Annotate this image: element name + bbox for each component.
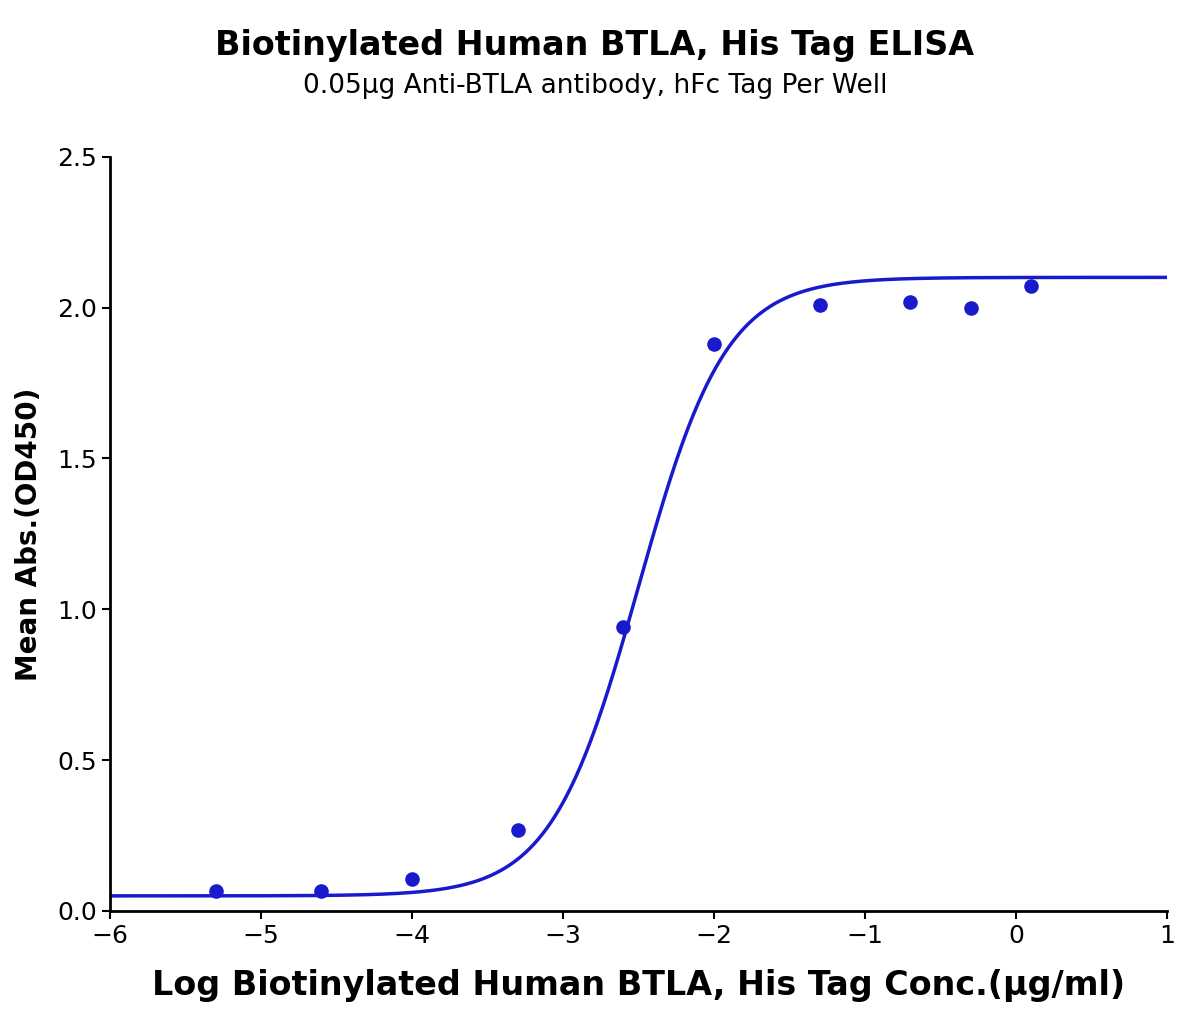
Point xyxy=(901,293,920,309)
Point xyxy=(614,619,633,636)
Point xyxy=(962,299,981,315)
Point xyxy=(810,296,829,312)
Y-axis label: Mean Abs.(OD450): Mean Abs.(OD450) xyxy=(15,387,43,680)
X-axis label: Log Biotinylated Human BTLA, His Tag Conc.(μg/ml): Log Biotinylated Human BTLA, His Tag Con… xyxy=(152,969,1125,1002)
Point xyxy=(508,822,527,838)
Point xyxy=(402,872,421,888)
Point xyxy=(1022,279,1041,295)
Text: 0.05μg Anti-BTLA antibody, hFc Tag Per Well: 0.05μg Anti-BTLA antibody, hFc Tag Per W… xyxy=(302,73,888,100)
Text: Biotinylated Human BTLA, His Tag ELISA: Biotinylated Human BTLA, His Tag ELISA xyxy=(215,29,975,62)
Point xyxy=(704,336,724,352)
Point xyxy=(312,883,331,899)
Point xyxy=(206,883,225,899)
